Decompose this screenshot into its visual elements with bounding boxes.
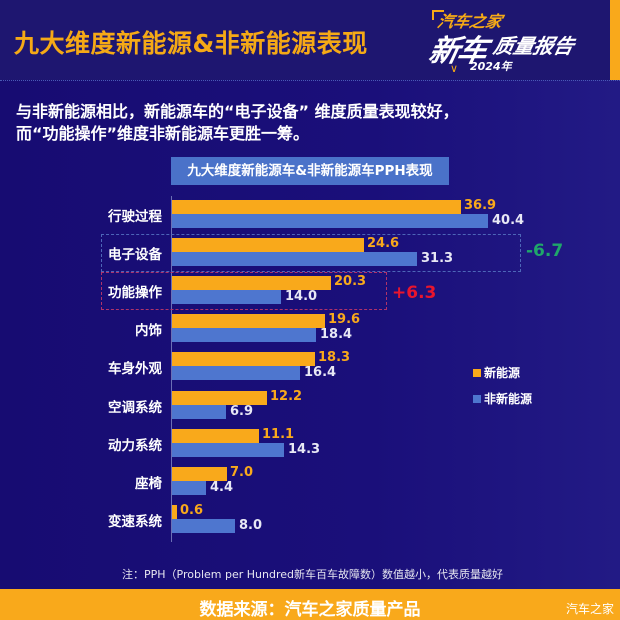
category-label: 功能操作: [108, 285, 162, 301]
bar-nev: [172, 314, 325, 328]
value-label-nev: 19.6: [328, 312, 361, 327]
header-divider: [0, 80, 620, 81]
category-label: 行驶过程: [108, 209, 162, 225]
value-label-ice: 14.3: [288, 442, 321, 457]
value-label-nev: 20.3: [334, 274, 367, 289]
page-title: 九大维度新能源&非新能源表现: [14, 29, 368, 58]
orange-accent-tab: [610, 0, 620, 80]
category-label: 空调系统: [108, 400, 162, 416]
bar-nev: [172, 238, 364, 252]
legend-label-ice: 非新能源: [484, 392, 533, 406]
footnote: 注：PPH（Problem per Hundred新车百车故障数）数值越小，代表…: [121, 568, 503, 581]
bar-ice: [172, 443, 284, 457]
legend-item-nev: 新能源: [473, 364, 520, 381]
bar-ice: [172, 366, 300, 380]
value-label-ice: 4.4: [210, 480, 234, 495]
value-label-nev: 18.3: [318, 350, 351, 365]
bar-nev: [172, 505, 177, 519]
data-source: 数据来源：汽车之家质量产品: [199, 600, 421, 620]
bar-ice: [172, 481, 206, 495]
chart-title: 九大维度新能源车&非新能源车PPH表现: [171, 157, 449, 185]
logo-bracket-icon: [432, 10, 444, 20]
footer-bar: [0, 589, 620, 620]
bar-ice: [172, 405, 226, 419]
bar-nev: [172, 200, 461, 214]
subtitle: 与非新能源相比，新能源车的“电子设备” 维度质量表现较好， 而“功能操作”维度非…: [16, 101, 459, 145]
legend-swatch-blue: [473, 394, 481, 403]
value-label-ice: 16.4: [304, 365, 337, 380]
value-label-ice: 31.3: [421, 251, 454, 266]
header-bar: [0, 0, 620, 80]
report-logo: 汽车之家 新车 质量报告 ∨ 2024年: [426, 6, 608, 76]
category-label: 座椅: [135, 476, 162, 492]
value-label-nev: 0.6: [180, 503, 204, 518]
subtitle-line-1: 与非新能源相比，新能源车的“电子设备” 维度质量表现较好，: [16, 102, 459, 121]
electronics-highlight-box: [101, 234, 521, 272]
category-label: 内饰: [135, 323, 162, 339]
bar-ice: [172, 252, 417, 266]
value-label-nev: 11.1: [262, 427, 295, 442]
category-label: 电子设备: [108, 247, 162, 263]
bar-nev: [172, 276, 331, 290]
value-label-nev: 7.0: [230, 465, 254, 480]
watermark: 汽车之家: [565, 602, 614, 616]
bar-ice: [172, 519, 235, 533]
y-axis-line: [171, 196, 172, 542]
logo-report-text: 质量报告: [491, 34, 577, 58]
logo-chevron-icon: ∨: [450, 62, 459, 75]
category-label: 变速系统: [108, 514, 162, 530]
value-label-ice: 8.0: [239, 518, 263, 533]
value-label-nev: 24.6: [367, 236, 400, 251]
bar-nev: [172, 391, 267, 405]
electronics-diff-label: -6.7: [526, 241, 564, 261]
bar-nev: [172, 352, 315, 366]
bar-ice: [172, 214, 488, 228]
legend-label-nev: 新能源: [484, 366, 521, 380]
value-label-ice: 6.9: [230, 404, 254, 419]
function-highlight-box: [101, 272, 387, 310]
logo-year: 2024年: [470, 60, 512, 73]
bar-ice: [172, 328, 316, 342]
bar-nev: [172, 467, 227, 481]
category-label: 动力系统: [108, 438, 162, 454]
legend-swatch-orange: [473, 368, 481, 377]
value-label-ice: 14.0: [285, 289, 318, 304]
value-label-nev: 36.9: [464, 198, 497, 213]
bar-nev: [172, 429, 259, 443]
legend-item-ice: 非新能源: [473, 390, 532, 407]
function-diff-label: +6.3: [392, 283, 437, 303]
value-label-ice: 18.4: [320, 327, 353, 342]
subtitle-line-2: 而“功能操作”维度非新能源车更胜一筹。: [16, 124, 310, 143]
category-label: 车身外观: [108, 361, 162, 377]
value-label-nev: 12.2: [270, 389, 303, 404]
bar-ice: [172, 290, 281, 304]
value-label-ice: 40.4: [492, 213, 525, 228]
